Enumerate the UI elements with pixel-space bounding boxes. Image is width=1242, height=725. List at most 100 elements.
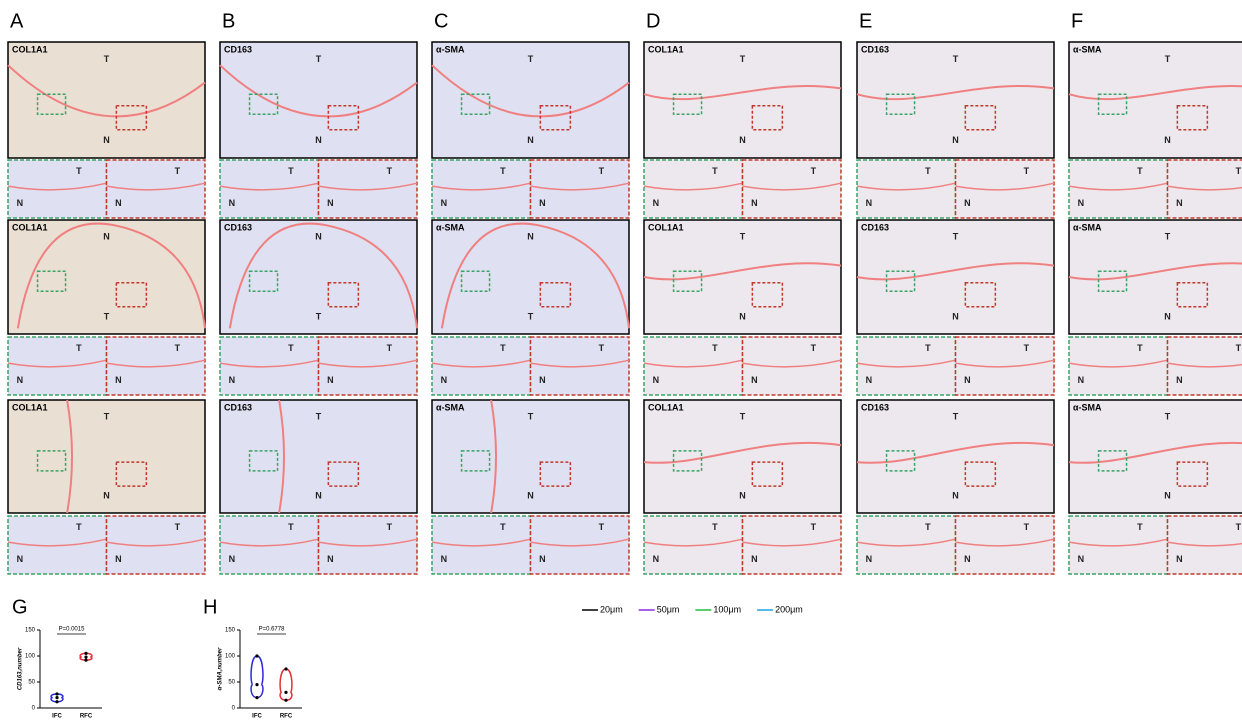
region-label: T xyxy=(953,411,959,421)
y-tick-label: 50 xyxy=(28,680,35,686)
region-label: N xyxy=(115,554,122,564)
y-tick-label: 100 xyxy=(25,654,36,660)
region-label: N xyxy=(103,135,110,145)
region-label: N xyxy=(964,198,971,208)
region-label: N xyxy=(739,311,746,321)
region-label: T xyxy=(712,343,718,353)
region-label: T xyxy=(104,311,110,321)
stain-label: α-SMA xyxy=(1073,222,1102,232)
scale-label: 100μm xyxy=(713,604,741,614)
violin xyxy=(280,669,292,700)
p-value: P=0.0015 xyxy=(59,627,86,633)
region-label: N xyxy=(315,490,322,500)
region-label: T xyxy=(740,231,746,241)
region-label: T xyxy=(740,54,746,64)
region-label: N xyxy=(1164,490,1171,500)
region-label: N xyxy=(315,135,322,145)
region-label: N xyxy=(327,375,334,385)
region-label: N xyxy=(229,198,236,208)
region-label: T xyxy=(76,166,82,176)
region-label: T xyxy=(104,411,110,421)
region-label: T xyxy=(316,54,322,64)
stain-label: α-SMA xyxy=(436,222,465,232)
region-label: T xyxy=(712,166,718,176)
region-label: N xyxy=(527,135,534,145)
region-label: T xyxy=(500,166,506,176)
micrograph xyxy=(1069,42,1242,158)
data-point xyxy=(84,652,87,655)
region-label: T xyxy=(811,343,817,353)
region-label: N xyxy=(751,375,758,385)
data-point xyxy=(55,696,58,699)
y-tick-label: 0 xyxy=(232,706,236,712)
region-label: N xyxy=(1078,375,1085,385)
region-label: N xyxy=(1176,375,1183,385)
data-point xyxy=(284,699,287,702)
panel-label: D xyxy=(646,10,660,32)
y-tick-label: 100 xyxy=(225,654,236,660)
y-axis-label: CD163,number xyxy=(18,647,24,690)
region-label: N xyxy=(952,135,959,145)
body: { "panels": [ {"label": "A", "rows": [ {… xyxy=(0,0,1242,720)
region-label: N xyxy=(1164,311,1171,321)
y-tick-label: 0 xyxy=(32,706,36,712)
region-label: N xyxy=(653,198,660,208)
region-label: N xyxy=(103,490,110,500)
region-label: T xyxy=(599,343,605,353)
region-label: T xyxy=(528,311,534,321)
region-label: T xyxy=(387,166,393,176)
region-label: T xyxy=(1165,411,1171,421)
region-label: T xyxy=(76,522,82,532)
stain-label: COL1A1 xyxy=(648,222,684,232)
page: Figure html, body { margin: 0; padding: … xyxy=(0,0,1242,720)
region-label: N xyxy=(539,198,546,208)
panel-label: F xyxy=(1071,10,1083,32)
region-label: N xyxy=(866,554,873,564)
region-label: T xyxy=(288,166,294,176)
stain-label: COL1A1 xyxy=(648,402,684,412)
stain-label: CD163 xyxy=(861,222,889,232)
region-label: T xyxy=(288,522,294,532)
scale-label: 20μm xyxy=(600,604,623,614)
region-label: N xyxy=(441,554,448,564)
region-label: T xyxy=(1236,522,1242,532)
region-label: T xyxy=(175,522,181,532)
region-label: N xyxy=(952,311,959,321)
region-label: N xyxy=(1176,554,1183,564)
y-tick-label: 150 xyxy=(25,628,36,634)
region-label: T xyxy=(528,54,534,64)
region-label: N xyxy=(1078,198,1085,208)
panel-label: H xyxy=(203,596,217,618)
data-point xyxy=(255,683,258,686)
region-label: T xyxy=(387,343,393,353)
region-label: T xyxy=(599,166,605,176)
region-label: T xyxy=(925,343,931,353)
region-label: N xyxy=(315,231,322,241)
violin xyxy=(251,656,263,698)
micrograph xyxy=(1069,220,1242,334)
region-label: T xyxy=(953,54,959,64)
stain-label: α-SMA xyxy=(1073,402,1102,412)
region-label: N xyxy=(229,554,236,564)
stain-label: CD163 xyxy=(861,44,889,54)
data-point xyxy=(84,655,87,658)
region-label: N xyxy=(653,375,660,385)
region-label: T xyxy=(1024,166,1030,176)
panel-label: C xyxy=(434,10,448,32)
region-label: N xyxy=(115,198,122,208)
region-label: N xyxy=(17,198,24,208)
region-label: T xyxy=(1024,343,1030,353)
stain-label: α-SMA xyxy=(1073,44,1102,54)
scale-label: 50μm xyxy=(657,604,680,614)
region-label: N xyxy=(115,375,122,385)
region-label: T xyxy=(104,54,110,64)
region-label: N xyxy=(441,375,448,385)
region-label: N xyxy=(327,198,334,208)
region-label: T xyxy=(387,522,393,532)
region-label: N xyxy=(103,231,110,241)
region-label: T xyxy=(925,166,931,176)
region-label: T xyxy=(76,343,82,353)
stain-label: CD163 xyxy=(224,222,252,232)
x-tick-label: IFC xyxy=(52,714,62,720)
region-label: T xyxy=(1165,54,1171,64)
